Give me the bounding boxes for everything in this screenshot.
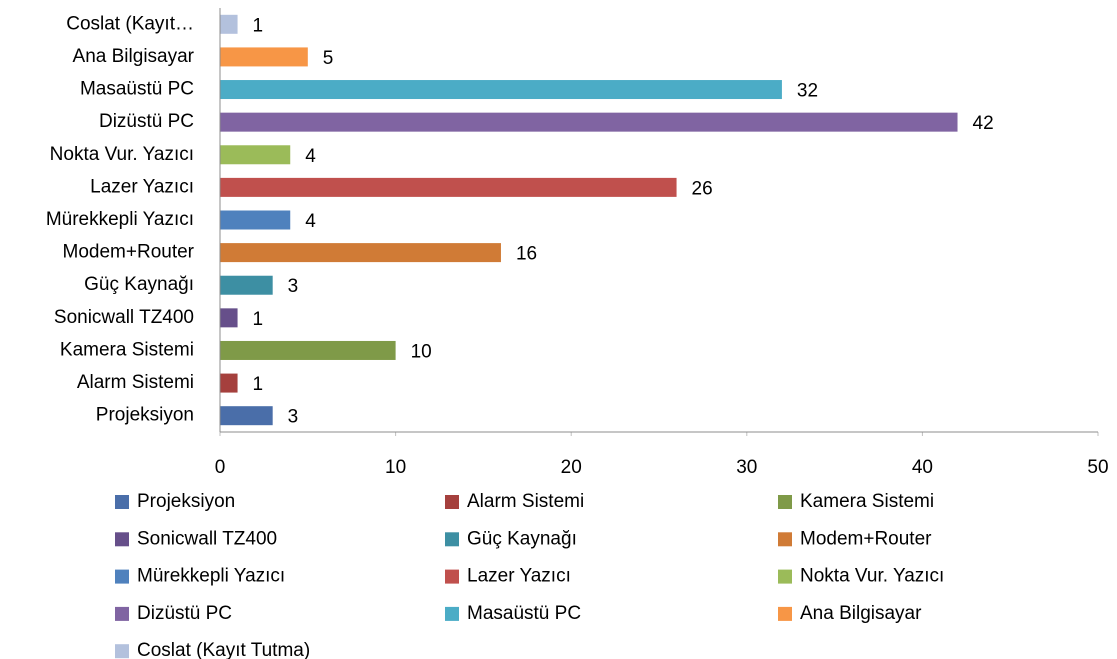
bar — [220, 340, 396, 360]
value-label: 3 — [288, 407, 299, 428]
legend-swatch — [778, 532, 792, 547]
legend-label: Dizüstü PC — [137, 603, 232, 624]
legend-label: Kamera Sistemi — [800, 491, 934, 512]
legend-label: Sonicwall TZ400 — [137, 528, 277, 549]
legend-label: Güç Kaynağı — [467, 528, 577, 549]
bar — [220, 406, 273, 426]
bar — [220, 275, 273, 295]
legend-label: Masaüstü PC — [467, 603, 581, 624]
value-label: 1 — [253, 15, 264, 36]
y-tick-label: Lazer Yazıcı — [90, 176, 194, 197]
bar — [220, 112, 958, 132]
bar — [220, 243, 501, 263]
legend-label: Modem+Router — [800, 528, 932, 549]
value-label: 26 — [692, 178, 713, 199]
y-tick-label: Güç Kaynağı — [84, 274, 194, 295]
bar — [220, 80, 782, 100]
bar — [220, 14, 238, 34]
x-tick-label: 40 — [912, 457, 933, 478]
y-tick-label: Projeksiyon — [96, 405, 194, 426]
legend-label: Lazer Yazıcı — [467, 566, 571, 587]
legend-swatch — [445, 606, 459, 621]
value-label: 5 — [323, 48, 334, 69]
value-label: 42 — [973, 113, 994, 134]
legend-swatch — [445, 569, 459, 584]
bar — [220, 47, 308, 67]
y-tick-label: Modem+Router — [63, 242, 195, 263]
legend-swatch — [115, 606, 129, 621]
x-tick-label: 50 — [1087, 457, 1108, 478]
value-label: 3 — [288, 276, 299, 297]
legend-label: Alarm Sistemi — [467, 491, 584, 512]
legend-swatch — [445, 532, 459, 547]
legend-swatch — [778, 606, 792, 621]
value-label: 1 — [253, 309, 264, 330]
x-tick-label: 30 — [736, 457, 757, 478]
value-label: 16 — [516, 244, 537, 265]
y-tick-label: Sonicwall TZ400 — [54, 307, 194, 328]
legend-swatch — [115, 569, 129, 584]
value-label: 1 — [253, 374, 264, 395]
value-label: 4 — [305, 211, 316, 232]
bar — [220, 177, 677, 197]
x-tick-label: 0 — [215, 457, 226, 478]
legend-swatch — [778, 569, 792, 584]
y-tick-label: Ana Bilgisayar — [73, 46, 195, 67]
legend-swatch — [115, 532, 129, 547]
bar — [220, 308, 238, 328]
legend-label: Coslat (Kayıt Tutma) — [137, 640, 310, 659]
y-tick-label: Alarm Sistemi — [77, 372, 194, 393]
y-tick-label: Masaüstü PC — [80, 79, 194, 100]
value-label: 10 — [411, 341, 432, 362]
y-tick-label: Nokta Vur. Yazıcı — [50, 144, 194, 165]
y-tick-label: Kamera Sistemi — [60, 339, 194, 360]
y-tick-label: Dizüstü PC — [99, 111, 194, 132]
y-tick-label: Mürekkepli Yazıcı — [46, 209, 194, 230]
value-label: 4 — [305, 146, 316, 167]
legend-swatch — [115, 644, 129, 659]
legend-label: Mürekkepli Yazıcı — [137, 566, 285, 587]
x-tick-label: 20 — [561, 457, 582, 478]
legend-label: Projeksiyon — [137, 491, 235, 512]
legend-label: Ana Bilgisayar — [800, 603, 922, 624]
value-label: 32 — [797, 81, 818, 102]
legend-swatch — [445, 495, 459, 509]
legend-swatch — [778, 495, 792, 509]
legend-swatch — [115, 495, 129, 509]
legend-label: Nokta Vur. Yazıcı — [800, 566, 944, 587]
x-tick-label: 10 — [385, 457, 406, 478]
bar — [220, 373, 238, 393]
y-tick-label: Coslat (Kayıt… — [66, 13, 194, 34]
bar — [220, 145, 291, 165]
bar — [220, 210, 291, 230]
